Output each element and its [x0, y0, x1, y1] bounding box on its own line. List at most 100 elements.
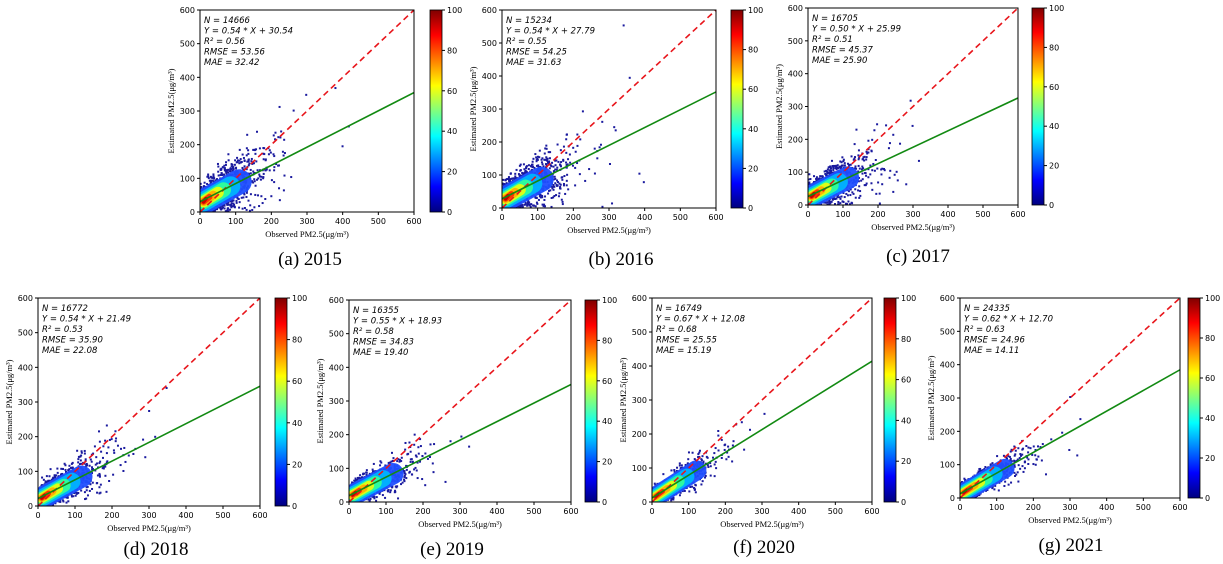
scatter-point — [536, 158, 539, 161]
scatter-point — [541, 157, 544, 160]
colorbar — [1031, 7, 1045, 206]
scatter-point — [556, 184, 559, 187]
scatter-point — [519, 163, 522, 166]
scatter-point — [896, 179, 899, 182]
scatter-point — [832, 167, 835, 170]
scatter-point — [248, 173, 251, 176]
scatter-point — [96, 474, 99, 477]
scatter-point — [579, 138, 582, 141]
scatter-point — [222, 206, 225, 209]
scatter-point — [78, 463, 81, 466]
scatter-point — [219, 168, 222, 171]
scatter-point — [232, 166, 235, 169]
scatter-point — [269, 151, 272, 154]
scatter-point — [74, 494, 77, 497]
scatter-point — [283, 174, 286, 177]
scatter-point — [574, 150, 577, 153]
scatter-point — [518, 164, 521, 167]
scatter-point — [544, 158, 547, 161]
scatter-point — [848, 163, 851, 166]
x-tick-label: 300 — [601, 213, 616, 222]
scatter-point — [841, 156, 844, 159]
scatter-point — [865, 156, 868, 159]
scatter-point — [852, 192, 855, 195]
scatter-point — [527, 164, 530, 167]
scatter-point — [858, 185, 861, 188]
stats-line: N = 16705 — [812, 14, 858, 24]
scatter-point — [225, 172, 228, 175]
scatter-point — [829, 200, 832, 203]
scatter-point — [227, 159, 230, 162]
scatter-point — [101, 456, 104, 459]
scatter-point — [545, 147, 548, 150]
scatter-panel: 0 100 200 300 400 500 6000100200300400500600Ob… — [166, 6, 462, 270]
scatter-point — [232, 202, 235, 205]
scatter-point — [841, 164, 844, 167]
scatter-point — [245, 195, 248, 198]
scatter-point — [511, 177, 514, 180]
scatter-point — [828, 169, 831, 172]
scatter-point — [531, 160, 534, 163]
scatter-point — [558, 182, 561, 185]
identity-line — [502, 10, 716, 208]
scatter-point — [254, 152, 257, 155]
scatter-point — [70, 495, 73, 498]
scatter-point — [821, 175, 824, 178]
scatter-point — [892, 190, 895, 193]
scatter-panel: 0 100 200 300 400 500 6000100200300400500600Ob… — [774, 4, 1064, 267]
scatter-point — [550, 197, 553, 200]
scatter-point — [837, 203, 840, 205]
scatter-point — [844, 202, 847, 205]
scatter-point — [240, 196, 243, 199]
scatter-point — [80, 451, 83, 454]
scatter-point — [825, 173, 828, 176]
scatter-point — [543, 198, 546, 201]
colorbar-tick-label: 100 — [1049, 4, 1064, 13]
scatter-point — [869, 173, 872, 176]
scatter-point — [241, 166, 244, 169]
scatter-point — [842, 191, 845, 194]
scatter-point — [250, 160, 253, 163]
scatter-point — [867, 168, 870, 171]
scatter-point — [823, 170, 826, 173]
scatter-point — [863, 155, 866, 158]
scatter-point — [536, 155, 539, 158]
scatter-point — [859, 194, 862, 197]
scatter-point — [887, 147, 890, 150]
scatter-point — [857, 154, 860, 157]
scatter-point — [854, 167, 857, 170]
scatter-point — [224, 163, 227, 166]
scatter-point — [529, 205, 532, 208]
scatter-point — [519, 206, 522, 208]
scatter-point — [259, 178, 262, 181]
scatter-point — [535, 201, 538, 204]
scatter-point — [840, 195, 843, 198]
scatter-point — [274, 138, 277, 141]
stats-line: R² = 0.55 — [506, 37, 547, 47]
x-tick-label: 200 — [870, 210, 885, 219]
colorbar-tick-label: 20 — [447, 168, 457, 177]
panel-caption: (c) 2017 — [886, 246, 950, 267]
scatter-point — [101, 467, 104, 470]
scatter-point — [858, 156, 861, 159]
scatter-point — [235, 201, 238, 204]
scatter-point — [542, 165, 545, 168]
scatter-point — [99, 483, 102, 486]
y-tick-label: 200 — [180, 141, 195, 150]
scatter-point — [105, 424, 108, 427]
scatter-point — [507, 177, 510, 180]
scatter-point — [608, 163, 611, 166]
colorbar-tick-label: 20 — [748, 164, 758, 173]
scatter-point — [203, 181, 206, 184]
scatter-point — [214, 179, 217, 182]
scatter-point — [847, 200, 850, 203]
scatter-point — [540, 158, 543, 161]
scatter-point — [105, 452, 108, 455]
scatter-point — [62, 499, 65, 502]
scatter-point — [830, 159, 833, 162]
scatter-point — [502, 178, 505, 181]
data-layer — [502, 10, 716, 208]
scatter-point — [855, 167, 858, 170]
scatter-point — [254, 193, 257, 196]
panel-caption: (a) 2015 — [278, 249, 342, 270]
